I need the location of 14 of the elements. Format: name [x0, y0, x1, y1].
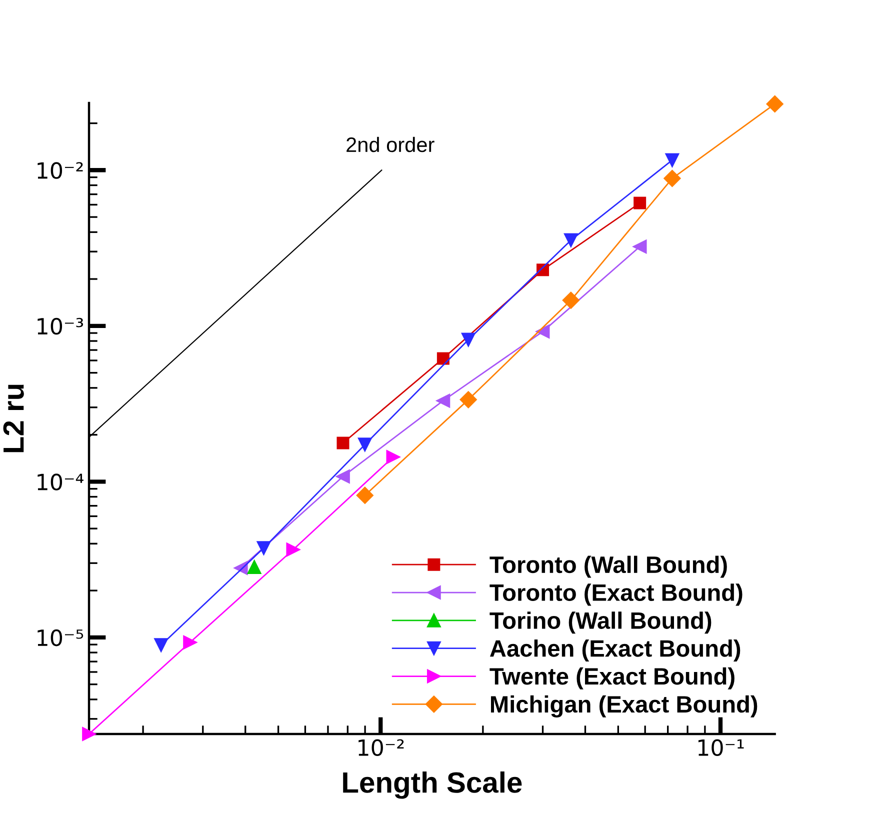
- y-tick-label: 10⁻⁴: [38, 474, 84, 490]
- y-tick-label: 10⁻²: [38, 162, 83, 179]
- y-tick-label: 10⁻³: [38, 318, 84, 335]
- legend-label: Twente (Exact Bound): [490, 667, 734, 690]
- legend-label: Toronto (Wall Bound): [490, 556, 727, 578]
- legend-label: Toronto (Exact Bound): [490, 584, 742, 606]
- legend-label: Torino (Wall Bound): [490, 612, 712, 634]
- x-tick-label: 10⁻¹: [698, 739, 744, 756]
- legend-label: Michigan (Exact Bound): [490, 695, 758, 718]
- y-axis-title: L2 ru: [3, 384, 24, 452]
- x-axis-title: Length Scale: [343, 771, 522, 799]
- legend-label: Aachen (Exact Bound): [490, 640, 740, 662]
- y-tick-label: 10⁻⁵: [38, 629, 84, 646]
- annotation: 2nd order: [346, 136, 434, 152]
